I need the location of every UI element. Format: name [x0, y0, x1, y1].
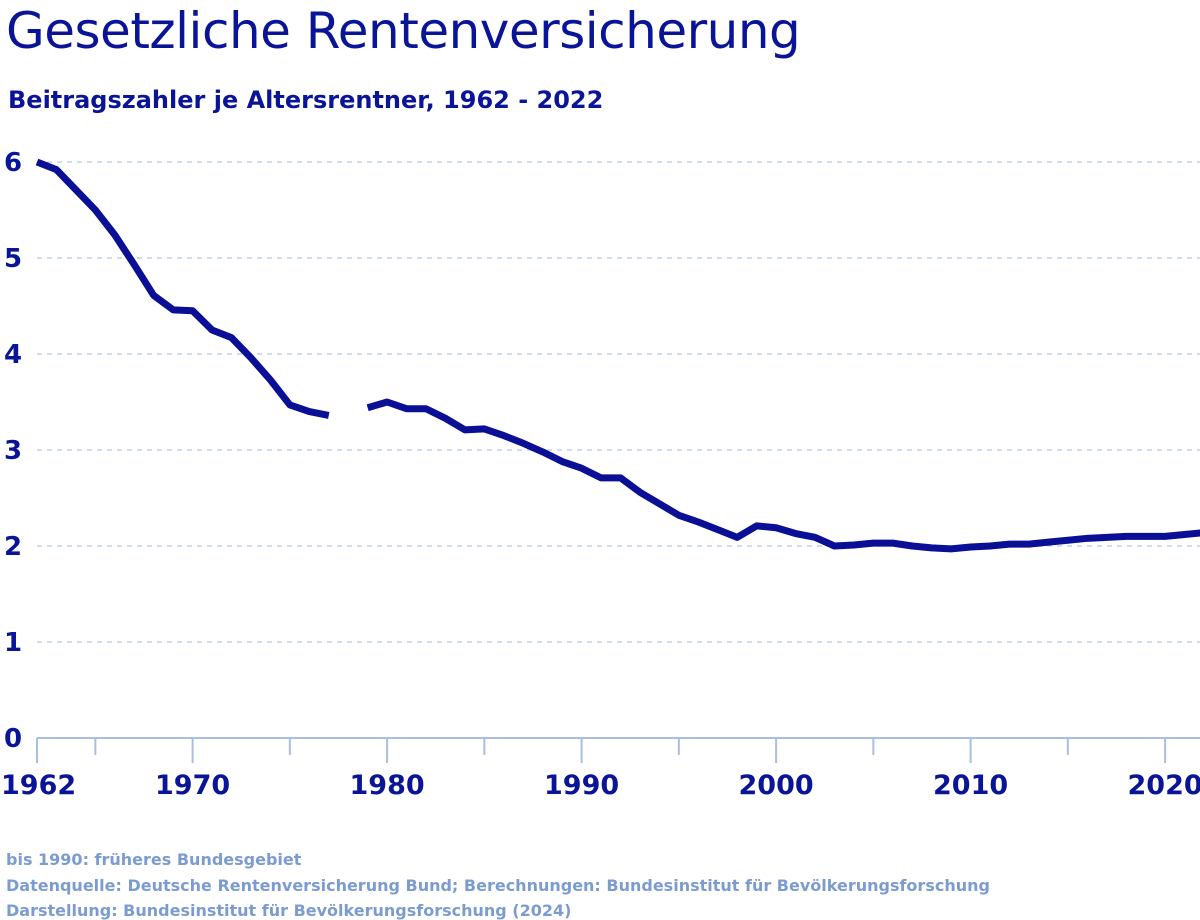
footnote-credit: Darstellung: Bundesinstitut für Bevölker… — [6, 901, 572, 920]
y-tick-label: 6 — [4, 148, 22, 178]
footnote-territory: bis 1990: früheres Bundesgebiet — [6, 850, 302, 869]
y-tick-label: 5 — [4, 244, 22, 274]
y-tick-label: 1 — [4, 628, 22, 658]
data-line-segment — [35, 158, 330, 419]
y-tick-label: 4 — [4, 340, 22, 370]
x-tick-label: 2020 — [1128, 770, 1200, 801]
chart-title: Gesetzliche Rentenversicherung — [6, 2, 801, 60]
x-tick-label: 1970 — [155, 770, 230, 801]
x-tick-label: 2000 — [739, 770, 814, 801]
y-tick-label: 2 — [4, 532, 22, 562]
y-tick-label: 0 — [4, 724, 22, 754]
x-tick-label: 1980 — [350, 770, 425, 801]
chart-subtitle: Beitragszahler je Altersrentner, 1962 - … — [8, 86, 604, 114]
x-tick-label: 1990 — [544, 770, 619, 801]
x-tick-label: 2010 — [933, 770, 1008, 801]
x-tick-label: 1962 — [1, 770, 76, 801]
footnote-source: Datenquelle: Deutsche Rentenversicherung… — [6, 876, 990, 895]
y-tick-label: 3 — [4, 436, 22, 466]
data-line-segment — [366, 398, 1200, 553]
